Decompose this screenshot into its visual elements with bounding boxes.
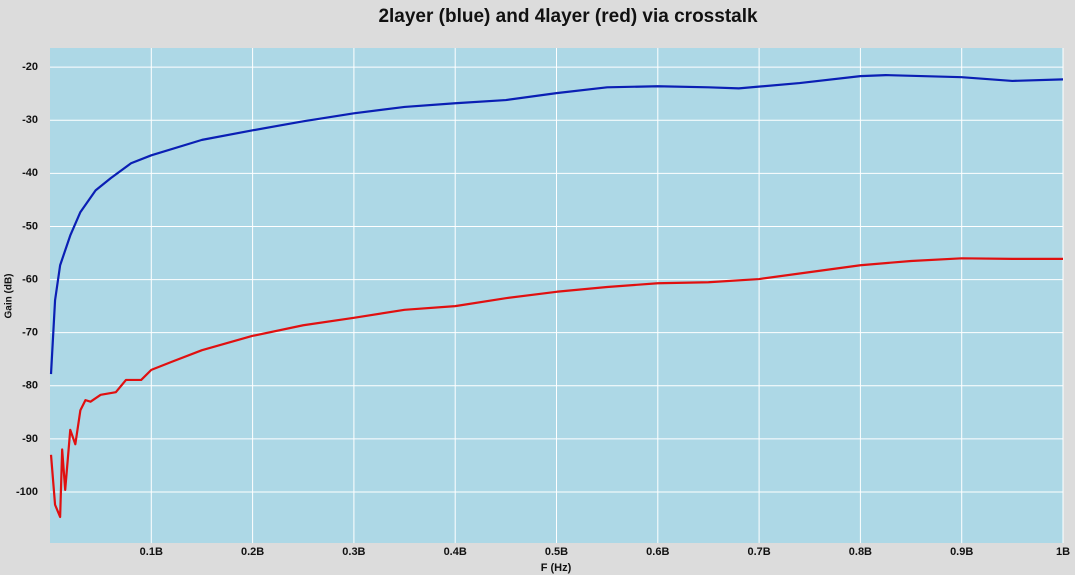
x-tick-label: 0.6B [646,546,669,558]
y-axis-label: Gain (dB) [4,274,15,319]
x-tick-label: 0.1B [140,546,163,558]
x-tick-label: 0.4B [444,546,467,558]
x-tick-label: 0.2B [241,546,264,558]
x-tick-label: 1B [1056,546,1070,558]
y-tick-label: -20 [22,61,38,73]
y-tick-label: -50 [22,220,38,232]
y-tick-label: -40 [22,167,38,179]
x-axis-label: F (Hz) [541,562,572,574]
x-tick-label: 0.3B [342,546,365,558]
x-tick-label: 0.8B [849,546,872,558]
series-line [49,73,1064,375]
y-tick-label: -80 [22,380,38,392]
series-line [49,257,1063,519]
x-tick-label: 0.7B [747,546,770,558]
y-tick-label: -30 [22,114,38,126]
x-tick-label: 0.5B [545,546,568,558]
chart-title: 2layer (blue) and 4layer (red) via cross… [378,6,758,27]
y-tick-label: -70 [22,327,38,339]
y-tick-label: -90 [22,433,38,445]
y-tick-label: -100 [16,486,38,498]
y-tick-label: -60 [22,273,38,285]
x-tick-label: 0.9B [950,546,973,558]
